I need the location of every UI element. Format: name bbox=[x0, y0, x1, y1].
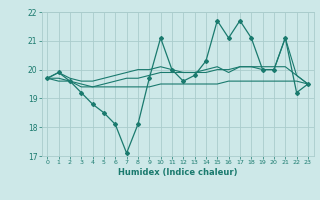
X-axis label: Humidex (Indice chaleur): Humidex (Indice chaleur) bbox=[118, 168, 237, 177]
